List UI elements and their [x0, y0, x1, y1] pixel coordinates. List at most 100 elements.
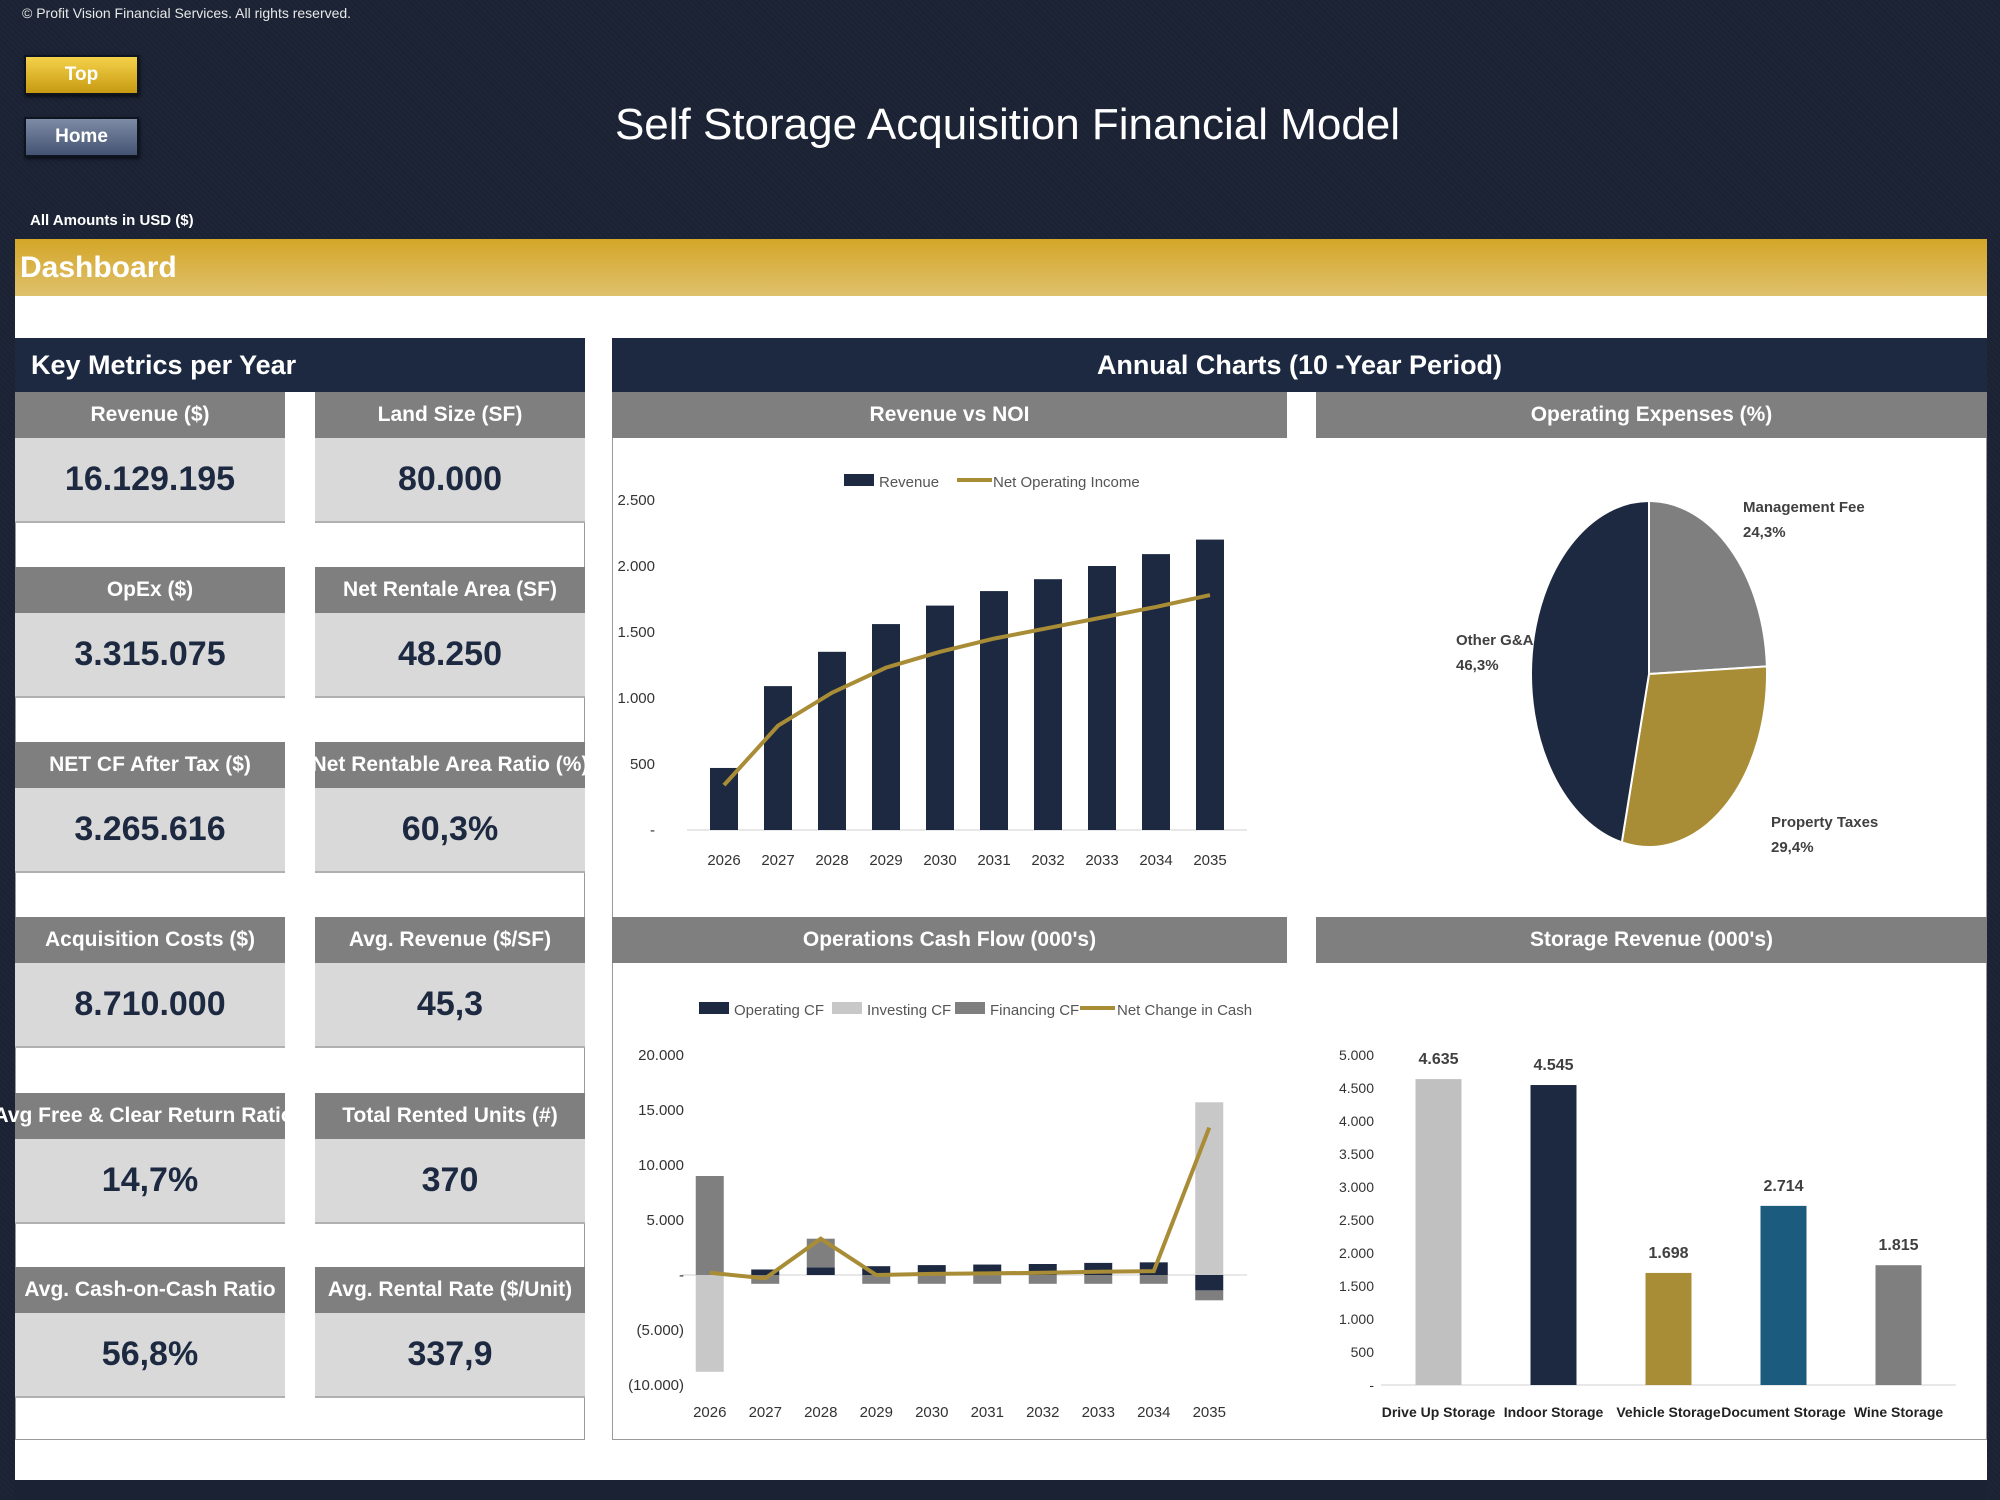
y-tick-label: 15.000	[638, 1102, 684, 1119]
cashflow-bar	[862, 1275, 891, 1284]
storage-revenue-chart-title: Storage Revenue (000's)	[1316, 917, 1987, 963]
x-tick-label: 2027	[761, 852, 794, 869]
charts-panel	[612, 338, 1987, 1440]
y-tick-label: 4.000	[1339, 1113, 1374, 1129]
metric-card: Avg. Cash-on-Cash Ratio 56,8%	[15, 1267, 285, 1398]
charts-title: Annual Charts (10 -Year Period)	[612, 338, 1987, 392]
y-tick-label: 1.000	[617, 690, 655, 707]
y-tick-label: 5.000	[646, 1212, 684, 1229]
x-tick-label: 2034	[1139, 852, 1172, 869]
cashflow-bar	[1195, 1275, 1224, 1291]
home-button[interactable]: Home	[24, 117, 139, 157]
revenue-bar	[1088, 566, 1116, 830]
cashflow-bar	[1028, 1275, 1057, 1284]
revenue-bar	[1196, 539, 1224, 830]
cashflow-bar	[1139, 1275, 1168, 1284]
x-tick-label: Drive Up Storage	[1382, 1404, 1496, 1420]
legend-swatch	[955, 1002, 985, 1014]
y-tick-label: 1.000	[1339, 1311, 1374, 1327]
y-tick-label: -	[650, 822, 655, 839]
data-label: 2.714	[1763, 1178, 1803, 1195]
y-tick-label: 20.000	[638, 1047, 684, 1064]
x-tick-label: 2034	[1137, 1404, 1170, 1421]
metric-label: NET CF After Tax ($)	[15, 742, 285, 788]
x-tick-label: Indoor Storage	[1504, 1404, 1604, 1420]
x-tick-label: 2028	[804, 1404, 837, 1421]
x-tick-label: 2027	[749, 1404, 782, 1421]
metric-card: Avg. Rental Rate ($/Unit) 337,9	[315, 1267, 585, 1398]
data-label: 4.545	[1533, 1057, 1573, 1074]
y-tick-label: 10.000	[638, 1157, 684, 1174]
storage-bar	[1760, 1205, 1807, 1385]
metric-card: Acquisition Costs ($) 8.710.000	[15, 917, 285, 1048]
storage-bar	[1530, 1085, 1577, 1385]
y-tick-label: 2.500	[617, 492, 655, 509]
y-tick-label: 2.500	[1339, 1212, 1374, 1228]
metric-value: 8.710.000	[15, 963, 285, 1048]
x-tick-label: 2029	[869, 852, 902, 869]
y-tick-label: 3.500	[1339, 1146, 1374, 1162]
legend-label: Financing CF	[990, 1002, 1079, 1019]
x-tick-label: 2031	[971, 1404, 1004, 1421]
metric-label: OpEx ($)	[15, 567, 285, 613]
metric-value: 3.315.075	[15, 613, 285, 698]
metric-value: 48.250	[315, 613, 585, 698]
key-metrics-title: Key Metrics per Year	[15, 338, 585, 392]
revenue-bar	[764, 686, 792, 830]
y-tick-label: 3.000	[1339, 1179, 1374, 1195]
revenue-bar	[926, 605, 954, 830]
revenue-bar	[818, 651, 846, 830]
cashflow-bar	[695, 1176, 724, 1275]
data-label: 1.815	[1878, 1237, 1918, 1254]
legend-swatch-revenue	[844, 474, 874, 486]
x-tick-label: 2030	[915, 1404, 948, 1421]
legend-label: Operating CF	[734, 1002, 824, 1019]
x-tick-label: Document Storage	[1721, 1404, 1846, 1420]
metric-card: Total Rented Units (#) 370	[315, 1093, 585, 1224]
metric-value: 56,8%	[15, 1313, 285, 1398]
metric-card: Avg. Revenue ($/SF) 45,3	[315, 917, 585, 1048]
cashflow-bar	[806, 1267, 835, 1275]
metric-value: 45,3	[315, 963, 585, 1048]
y-tick-label: (5.000)	[636, 1322, 684, 1339]
opex-pie-chart: Management Fee 24,3% Property Taxes 29,4% Ot…	[1456, 499, 1878, 856]
metric-value: 16.129.195	[15, 438, 285, 523]
units-label: All Amounts in USD ($)	[30, 212, 194, 229]
metric-value: 3.265.616	[15, 788, 285, 873]
pie-slice-name: Management Fee	[1743, 499, 1865, 516]
y-tick-label: 2.000	[1339, 1245, 1374, 1261]
y-tick-label: 1.500	[1339, 1278, 1374, 1294]
bottom-strip	[15, 1480, 1987, 1500]
y-tick-label: 4.500	[1339, 1080, 1374, 1096]
cashflow-bar	[751, 1269, 780, 1275]
cashflow-bar	[917, 1265, 946, 1275]
metric-value: 370	[315, 1139, 585, 1224]
metric-label: Avg Free & Clear Return Ration	[0, 1093, 307, 1139]
cashflow-bar	[695, 1275, 724, 1372]
storage-revenue-chart: - 500 1.000 1.500 2.000 2.500 3.000 3.500 4.000 4…	[1339, 1047, 1956, 1420]
metric-label: Net Rentable Area Ratio (%)	[312, 742, 588, 788]
data-label: 4.635	[1418, 1051, 1458, 1068]
x-tick-label: 2030	[923, 852, 956, 869]
legend-label: Net Operating Income	[993, 474, 1140, 491]
metric-label: Total Rented Units (#)	[315, 1093, 585, 1139]
page-title: Self Storage Acquisition Financial Model	[614, 100, 1401, 149]
legend-label: Investing CF	[867, 1002, 951, 1019]
y-tick-label: -	[1369, 1377, 1374, 1393]
y-tick-label: 5.000	[1339, 1047, 1374, 1063]
metric-value: 337,9	[315, 1313, 585, 1398]
pie-slice-percent: 29,4%	[1771, 839, 1814, 856]
net-change-line	[709, 1126, 1212, 1281]
metric-card: Net Rentale Area (SF) 48.250	[315, 567, 585, 698]
noi-line	[722, 593, 1211, 787]
metric-card: NET CF After Tax ($) 3.265.616	[15, 742, 285, 873]
revenue-noi-chart: - 500 1.000 1.500 2.000 2.500 2026 2027 2028 2029…	[617, 474, 1247, 869]
cashflow-bar	[1084, 1275, 1113, 1284]
legend-swatch	[832, 1002, 862, 1014]
metric-card: OpEx ($) 3.315.075	[15, 567, 285, 698]
x-tick-label: 2032	[1026, 1404, 1059, 1421]
pie-slice-name: Property Taxes	[1771, 814, 1878, 831]
top-button[interactable]: Top	[24, 55, 139, 95]
x-tick-label: 2035	[1193, 1404, 1226, 1421]
revenue-bar	[1142, 554, 1170, 830]
